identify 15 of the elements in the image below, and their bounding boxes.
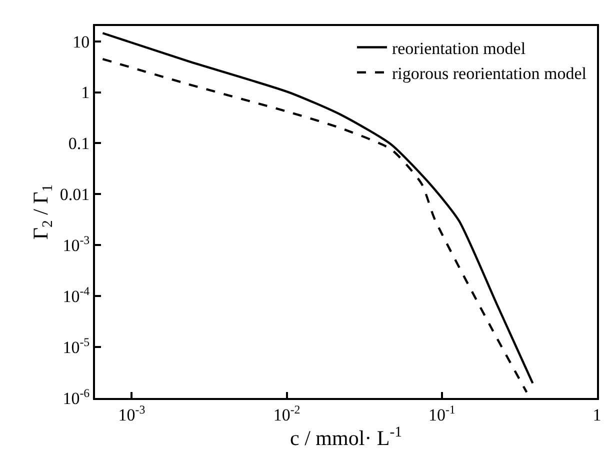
y-tick-label: 10$^{-5}$ (62, 334, 90, 357)
legend-label: rigorous reorientation model (392, 64, 587, 83)
y-tick-label: 10$^{-4}$ (62, 284, 90, 306)
y-tick-label: 0.1 (68, 134, 90, 154)
y-tick-label: 1 (81, 83, 90, 102)
x-tick-label: 10$^{-1}$ (428, 402, 456, 424)
x-axis-title: c / mmol· L$^{-1}$ (290, 424, 402, 450)
y-tick-label: 0.01 (60, 185, 90, 204)
legend-label: reorientation model (392, 38, 526, 58)
y-tick-label: 10$^{-6}$ (62, 386, 90, 408)
y-tick-label: 10 (72, 32, 90, 52)
y-tick-label: 10$^{-3}$ (62, 232, 90, 256)
x-tick-label: 1 (592, 405, 602, 424)
x-tick-label: 10$^{-3}$ (118, 402, 146, 424)
x-tick-label: 10$^{-2}$ (273, 402, 300, 424)
